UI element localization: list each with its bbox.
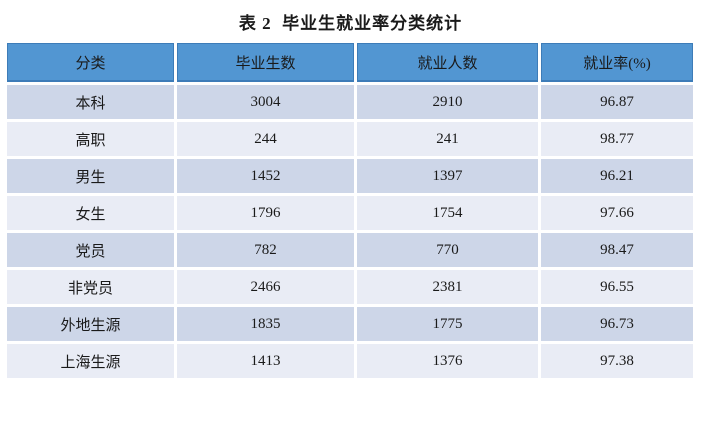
header-graduates: 毕业生数 [177, 43, 354, 82]
cell-rate: 96.87 [541, 85, 693, 119]
cell-graduates: 1796 [177, 196, 354, 230]
cell-category: 女生 [7, 196, 174, 230]
cell-graduates: 1452 [177, 159, 354, 193]
cell-graduates: 1413 [177, 344, 354, 378]
cell-category: 非党员 [7, 270, 174, 304]
header-employed: 就业人数 [357, 43, 538, 82]
cell-category: 本科 [7, 85, 174, 119]
cell-employed: 1754 [357, 196, 538, 230]
header-category: 分类 [7, 43, 174, 82]
cell-category: 男生 [7, 159, 174, 193]
cell-employed: 1376 [357, 344, 538, 378]
table-row: 外地生源 1835 1775 96.73 [7, 307, 693, 341]
cell-rate: 98.47 [541, 233, 693, 267]
table-row: 女生 1796 1754 97.66 [7, 196, 693, 230]
header-rate: 就业率(%) [541, 43, 693, 82]
cell-rate: 96.55 [541, 270, 693, 304]
table-row: 上海生源 1413 1376 97.38 [7, 344, 693, 378]
table-row: 高职 244 241 98.77 [7, 122, 693, 156]
cell-graduates: 244 [177, 122, 354, 156]
cell-rate: 96.73 [541, 307, 693, 341]
cell-rate: 98.77 [541, 122, 693, 156]
cell-employed: 1775 [357, 307, 538, 341]
header-row: 分类 毕业生数 就业人数 就业率(%) [7, 43, 693, 82]
cell-rate: 97.38 [541, 344, 693, 378]
cell-graduates: 3004 [177, 85, 354, 119]
cell-category: 上海生源 [7, 344, 174, 378]
cell-category: 高职 [7, 122, 174, 156]
cell-graduates: 782 [177, 233, 354, 267]
employment-stats-table: 分类 毕业生数 就业人数 就业率(%) 本科 3004 2910 96.87 高… [4, 40, 696, 381]
cell-employed: 241 [357, 122, 538, 156]
table-body: 本科 3004 2910 96.87 高职 244 241 98.77 男生 1… [7, 85, 693, 378]
cell-employed: 1397 [357, 159, 538, 193]
cell-rate: 96.21 [541, 159, 693, 193]
cell-employed: 2910 [357, 85, 538, 119]
table-row: 本科 3004 2910 96.87 [7, 85, 693, 119]
cell-rate: 97.66 [541, 196, 693, 230]
cell-graduates: 2466 [177, 270, 354, 304]
table-row: 党员 782 770 98.47 [7, 233, 693, 267]
cell-graduates: 1835 [177, 307, 354, 341]
cell-employed: 770 [357, 233, 538, 267]
table-title: 表 2 毕业生就业率分类统计 [238, 14, 463, 33]
cell-category: 外地生源 [7, 307, 174, 341]
cell-employed: 2381 [357, 270, 538, 304]
table-header: 分类 毕业生数 就业人数 就业率(%) [7, 43, 693, 82]
cell-category: 党员 [7, 233, 174, 267]
table-row: 男生 1452 1397 96.21 [7, 159, 693, 193]
table-row: 非党员 2466 2381 96.55 [7, 270, 693, 304]
